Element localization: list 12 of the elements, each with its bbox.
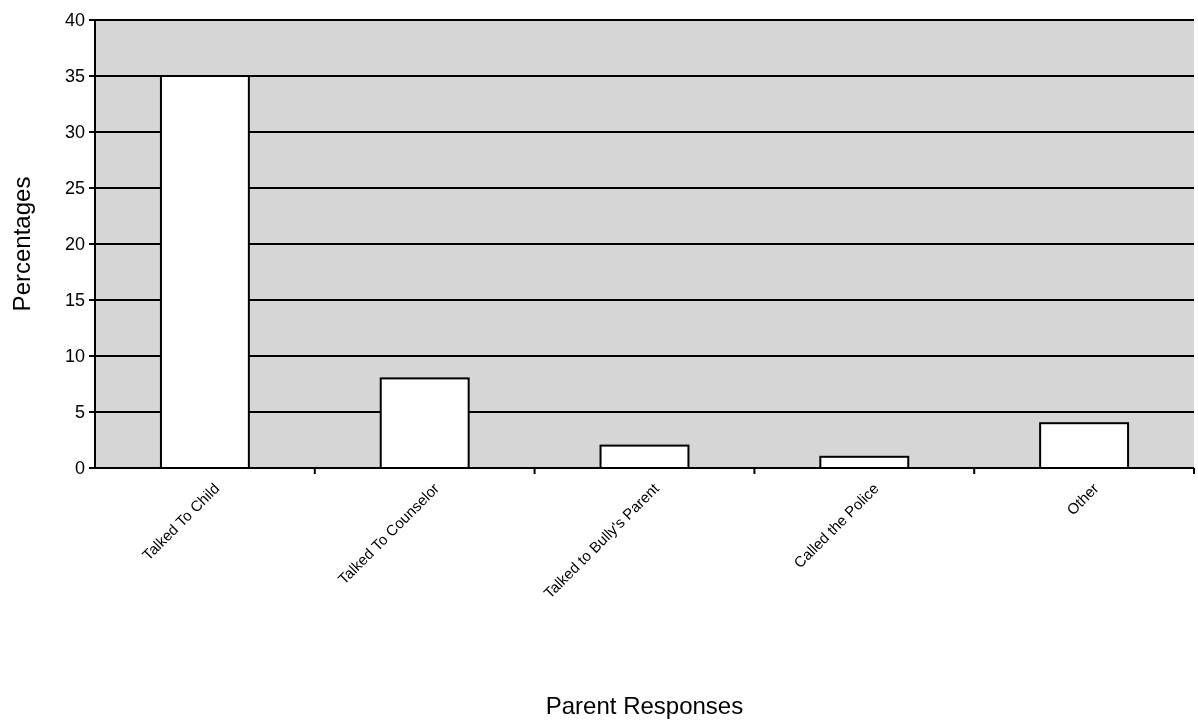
y-tick-label: 5 <box>74 402 85 423</box>
y-tick-label: 25 <box>64 178 85 199</box>
y-tick-label: 15 <box>64 290 85 311</box>
x-axis-title: Parent Responses <box>545 692 744 719</box>
y-tick-label: 10 <box>64 346 85 367</box>
y-axis-title: Percentages <box>8 176 35 312</box>
y-tick-label: 30 <box>64 122 85 143</box>
bar <box>1039 422 1130 469</box>
y-tick-label: 40 <box>64 10 85 31</box>
y-tick-label: 0 <box>74 458 85 479</box>
y-tick-label: 35 <box>64 66 85 87</box>
y-tick-label: 20 <box>64 234 85 255</box>
